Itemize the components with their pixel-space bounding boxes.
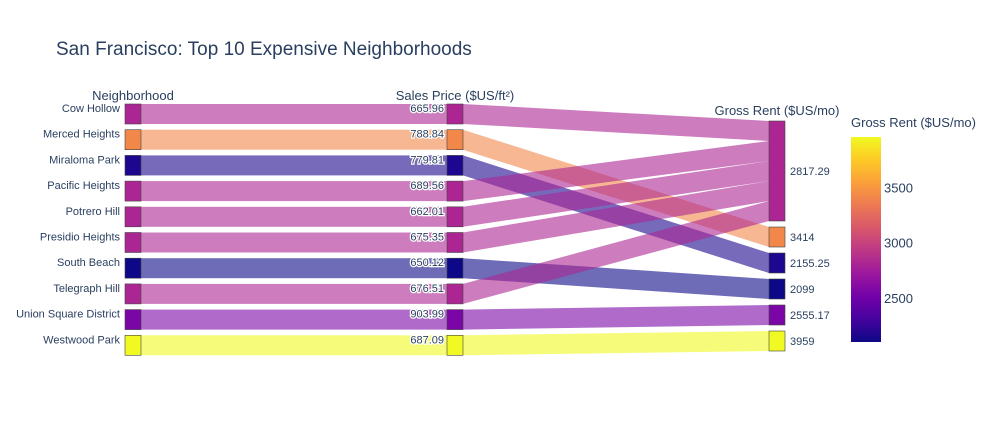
node-neighborhood-presidio-heights[interactable]	[124, 232, 142, 253]
label-gross-rent-2099: 2099	[790, 284, 814, 296]
colorbar-title: Gross Rent ($US/mo)	[851, 115, 976, 130]
label-sale-price-788-84: 788.84	[410, 129, 444, 141]
ribbon-right-telegraph-hill	[463, 201, 769, 304]
label-neighborhood-westwood-park: Westwood Park	[43, 334, 120, 346]
ribbons-layer	[141, 104, 769, 356]
node-sale-price-689-56[interactable]	[446, 180, 464, 202]
label-sale-price-903-99: 903.99	[410, 309, 444, 321]
node-sale-price-662-01[interactable]	[446, 206, 464, 228]
node-gross-rent-3414[interactable]	[768, 226, 786, 248]
node-sale-price-779-81[interactable]	[446, 155, 464, 176]
label-gross-rent-2817-29: 2817.29	[790, 166, 830, 178]
node-gross-rent-3959[interactable]	[768, 330, 786, 352]
label-gross-rent-2155-25: 2155.25	[790, 258, 830, 270]
label-neighborhood-union-square-district: Union Square District	[16, 309, 120, 321]
node-neighborhood-union-square-district[interactable]	[124, 309, 142, 330]
ribbon-left-cow-hollow	[141, 104, 447, 124]
colorbar-tick-3500: 3500	[884, 181, 913, 196]
node-gross-rent-2099[interactable]	[768, 278, 786, 300]
label-neighborhood-south-beach: South Beach	[57, 257, 120, 269]
ribbon-left-telegraph-hill	[141, 283, 447, 304]
ribbon-left-westwood-park	[141, 335, 447, 356]
label-neighborhood-pacific-heights: Pacific Heights	[47, 180, 120, 192]
node-sale-price-687-09[interactable]	[446, 334, 464, 356]
node-neighborhood-telegraph-hill[interactable]	[124, 283, 142, 305]
node-sale-price-665-96[interactable]	[446, 103, 464, 125]
colorbar: Gross Rent ($US/mo) 3500 3000 2500	[851, 115, 976, 342]
axis-title-gross-rent: Gross Rent ($US/mo)	[715, 103, 840, 118]
label-neighborhood-cow-hollow: Cow Hollow	[62, 103, 120, 115]
ribbon-left-pacific-heights	[141, 181, 447, 202]
label-sale-price-687-09: 687.09	[410, 334, 444, 346]
ribbon-left-presidio-heights	[141, 232, 447, 253]
node-neighborhood-potrero-hill[interactable]	[124, 206, 142, 228]
label-neighborhood-telegraph-hill: Telegraph Hill	[53, 283, 120, 295]
label-gross-rent-2555-17: 2555.17	[790, 310, 830, 322]
ribbon-left-potrero-hill	[141, 206, 447, 227]
label-sale-price-689-56: 689.56	[410, 180, 444, 192]
chart-title: San Francisco: Top 10 Expensive Neighbor…	[56, 39, 472, 60]
label-gross-rent-3414: 3414	[790, 232, 814, 244]
label-sale-price-676-51: 676.51	[410, 283, 444, 295]
node-gross-rent-2555-17[interactable]	[768, 304, 786, 326]
label-neighborhood-miraloma-park: Miraloma Park	[49, 154, 120, 166]
label-sale-price-662-01: 662.01	[410, 206, 444, 218]
node-neighborhood-pacific-heights[interactable]	[124, 180, 142, 202]
node-neighborhood-cow-hollow[interactable]	[124, 103, 142, 125]
label-gross-rent-3959: 3959	[790, 336, 814, 348]
ribbon-right-westwood-park	[463, 331, 769, 356]
ribbon-right-presidio-heights	[463, 181, 769, 253]
ribbon-left-merced-heights	[141, 129, 447, 150]
label-neighborhood-potrero-hill: Potrero Hill	[66, 206, 120, 218]
node-neighborhood-miraloma-park[interactable]	[124, 155, 142, 176]
ribbon-right-cow-hollow	[463, 104, 769, 141]
ribbon-right-pacific-heights	[463, 141, 769, 202]
axis-title-neighborhood: Neighborhood	[92, 88, 174, 103]
node-sale-price-788-84[interactable]	[446, 129, 464, 150]
node-sale-price-903-99[interactable]	[446, 309, 464, 330]
axis-title-sales-price: Sales Price ($US/ft²)	[396, 88, 514, 103]
node-sale-price-676-51[interactable]	[446, 283, 464, 305]
label-sale-price-650-12: 650.12	[410, 257, 444, 269]
ribbon-left-south-beach	[141, 258, 447, 279]
colorbar-gradient	[851, 137, 881, 342]
node-gross-rent-2155-25[interactable]	[768, 252, 786, 274]
colorbar-tick-2500: 2500	[884, 291, 913, 306]
node-gross-rent-2817-29[interactable]	[768, 120, 786, 222]
ribbon-left-miraloma-park	[141, 155, 447, 176]
label-neighborhood-merced-heights: Merced Heights	[43, 129, 121, 141]
node-neighborhood-south-beach[interactable]	[124, 257, 142, 279]
colorbar-tick-3000: 3000	[884, 236, 913, 251]
ribbon-left-union-square-district	[141, 309, 447, 330]
node-sale-price-650-12[interactable]	[446, 257, 464, 279]
node-neighborhood-merced-heights[interactable]	[124, 129, 142, 150]
label-sale-price-675-35: 675.35	[410, 232, 444, 244]
ribbon-right-union-square-district	[463, 305, 769, 330]
ribbon-right-potrero-hill	[463, 161, 769, 227]
label-sale-price-665-96: 665.96	[410, 103, 444, 115]
nodes-layer: Cow Hollow 665.96 Merced Heights 788.84 Mira…	[16, 102, 830, 356]
node-neighborhood-westwood-park[interactable]	[124, 334, 142, 356]
label-sale-price-779-81: 779.81	[410, 154, 444, 166]
label-neighborhood-presidio-heights: Presidio Heights	[40, 232, 121, 244]
node-sale-price-675-35[interactable]	[446, 232, 464, 253]
